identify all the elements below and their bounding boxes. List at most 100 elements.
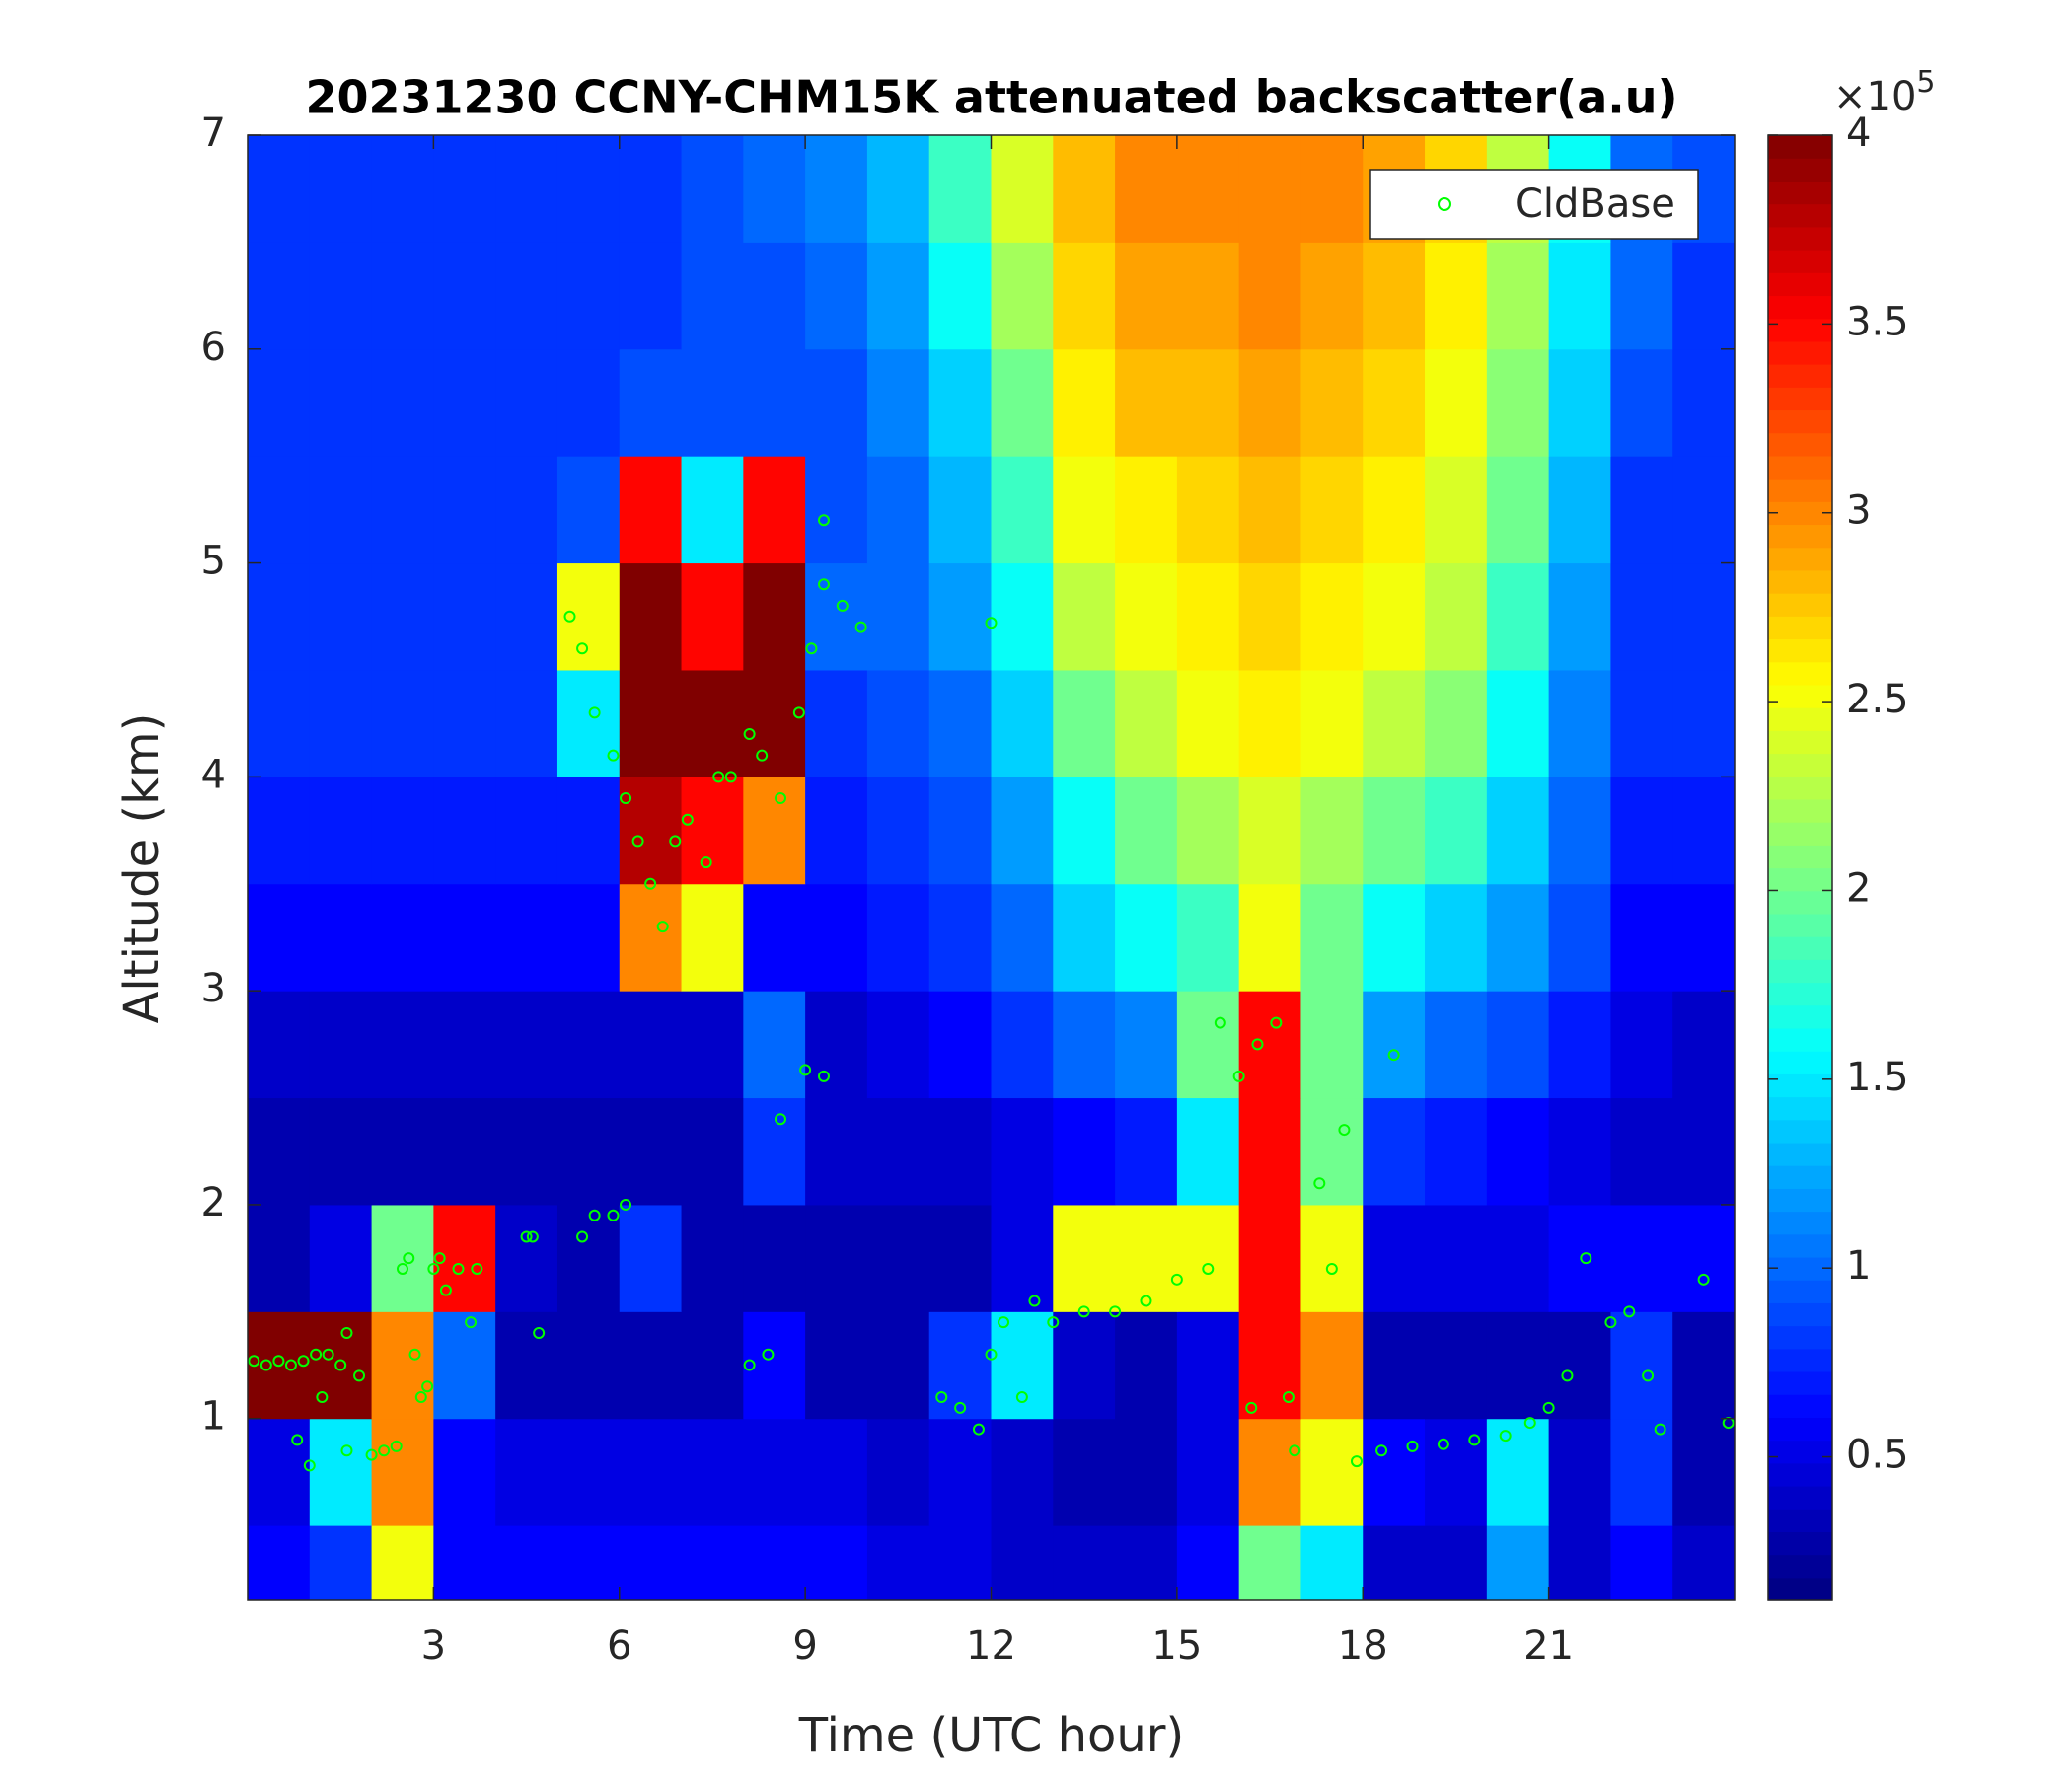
- legend: CldBase: [1369, 169, 1699, 240]
- heatmap-cell: [1176, 1525, 1240, 1601]
- heatmap-cell: [1053, 562, 1116, 671]
- heatmap-cell: [928, 669, 992, 777]
- colorbar-swatch: [1768, 1051, 1832, 1074]
- heatmap-cell: [1672, 456, 1736, 564]
- heatmap-cell: [866, 1204, 930, 1312]
- heatmap-cell: [1176, 1418, 1240, 1526]
- heatmap-cell: [495, 1311, 558, 1420]
- heatmap-cell: [1363, 1204, 1426, 1312]
- heatmap-cell: [805, 562, 868, 671]
- heatmap-cell: [1610, 348, 1673, 457]
- heatmap-cell: [1610, 456, 1673, 564]
- cloud-base-point: [520, 1230, 533, 1243]
- heatmap-cell: [805, 242, 868, 350]
- heatmap-cell: [371, 1525, 434, 1601]
- heatmap-cell: [866, 777, 930, 885]
- cloud-base-point: [334, 1359, 347, 1371]
- heatmap-cell: [991, 1418, 1054, 1526]
- cloud-base-point: [681, 813, 694, 826]
- heatmap-cell: [1486, 883, 1550, 992]
- colorbar-swatch: [1768, 1417, 1832, 1442]
- heatmap-cell: [1053, 1418, 1116, 1526]
- heatmap-cell: [928, 991, 992, 1099]
- heatmap-cell: [248, 669, 311, 777]
- heatmap-cell: [743, 777, 806, 885]
- heatmap-cell: [991, 242, 1054, 350]
- colorbar-tick-label: 3: [1846, 488, 1871, 534]
- heatmap-cell: [1115, 669, 1178, 777]
- cloud-base-point: [669, 835, 682, 848]
- cloud-base-point: [799, 1064, 812, 1076]
- heatmap-cell: [248, 1418, 311, 1526]
- heatmap-cell: [1363, 991, 1426, 1099]
- colorbar-swatch: [1768, 1027, 1832, 1052]
- heatmap-cell: [619, 242, 683, 350]
- heatmap-cell: [1053, 669, 1116, 777]
- cloud-base-point: [756, 749, 769, 762]
- heatmap-cell: [805, 135, 868, 243]
- heatmap-cell: [1548, 1204, 1611, 1312]
- heatmap-cell: [1610, 669, 1673, 777]
- heatmap-cell: [1363, 456, 1426, 564]
- heatmap-cell: [1115, 1097, 1178, 1206]
- heatmap-cell: [866, 1097, 930, 1206]
- cloud-base-point: [954, 1401, 967, 1414]
- heatmap-cell: [1300, 1525, 1364, 1601]
- heatmap-cell: [681, 669, 744, 777]
- heatmap-cell: [1363, 777, 1426, 885]
- heatmap-cell: [1363, 669, 1426, 777]
- heatmap-cell: [433, 135, 496, 243]
- heatmap-cell: [1548, 777, 1611, 885]
- heatmap-cell: [743, 669, 806, 777]
- heatmap-cell: [1425, 1097, 1488, 1206]
- heatmap-cell: [495, 1097, 558, 1206]
- cloud-base-point: [817, 1070, 830, 1082]
- heatmap-cell: [1053, 1525, 1116, 1601]
- heatmap-cell: [1238, 1418, 1301, 1526]
- heatmap-cell: [1300, 135, 1364, 243]
- y-axis-label: Altitude (km): [114, 713, 170, 1024]
- cloud-base-point: [1282, 1391, 1295, 1404]
- heatmap-cell: [805, 1311, 868, 1420]
- colorbar-swatch: [1768, 387, 1832, 411]
- heatmap-cell: [991, 348, 1054, 457]
- cloud-base-point: [1561, 1369, 1574, 1382]
- heatmap-cell: [1053, 1097, 1116, 1206]
- heatmap-cell: [495, 348, 558, 457]
- cloud-base-point: [1437, 1438, 1449, 1450]
- colorbar-swatch: [1768, 1188, 1832, 1213]
- heatmap-cell: [928, 1525, 992, 1601]
- heatmap-cell: [1115, 1418, 1178, 1526]
- heatmap-cell: [1363, 242, 1426, 350]
- heatmap-cell: [681, 1418, 744, 1526]
- heatmap-cell: [805, 1525, 868, 1601]
- heatmap-cell: [1486, 1097, 1550, 1206]
- heatmap-cell: [866, 135, 930, 243]
- heatmap-cell: [1672, 1311, 1736, 1420]
- y-tick-label: 3: [201, 966, 226, 1011]
- colorbar-swatch: [1768, 181, 1832, 205]
- cloud-base-point: [1245, 1401, 1258, 1414]
- heatmap-cell: [1610, 777, 1673, 885]
- heatmap-cell: [1610, 991, 1673, 1099]
- heatmap-cell: [1672, 242, 1736, 350]
- colorbar-swatch: [1768, 959, 1832, 984]
- heatmap-cell: [1363, 883, 1426, 992]
- heatmap-cell: [1548, 883, 1611, 992]
- heatmap-cell: [1300, 348, 1364, 457]
- y-tick-label: 6: [201, 325, 226, 370]
- colorbar-swatch: [1768, 776, 1832, 800]
- heatmap-cell: [619, 1097, 683, 1206]
- heatmap-cell: [371, 242, 434, 350]
- cloud-base-point: [1140, 1295, 1152, 1307]
- heatmap-cell: [1610, 1097, 1673, 1206]
- heatmap-cell: [928, 883, 992, 992]
- colorbar-swatch: [1768, 1509, 1832, 1532]
- heatmap-cell: [1486, 1525, 1550, 1601]
- cloud-base-point: [724, 771, 737, 783]
- cloud-base-point: [805, 642, 818, 655]
- legend-marker: [1438, 197, 1451, 211]
- heatmap-cell: [495, 1204, 558, 1312]
- colorbar-swatch: [1768, 1119, 1832, 1144]
